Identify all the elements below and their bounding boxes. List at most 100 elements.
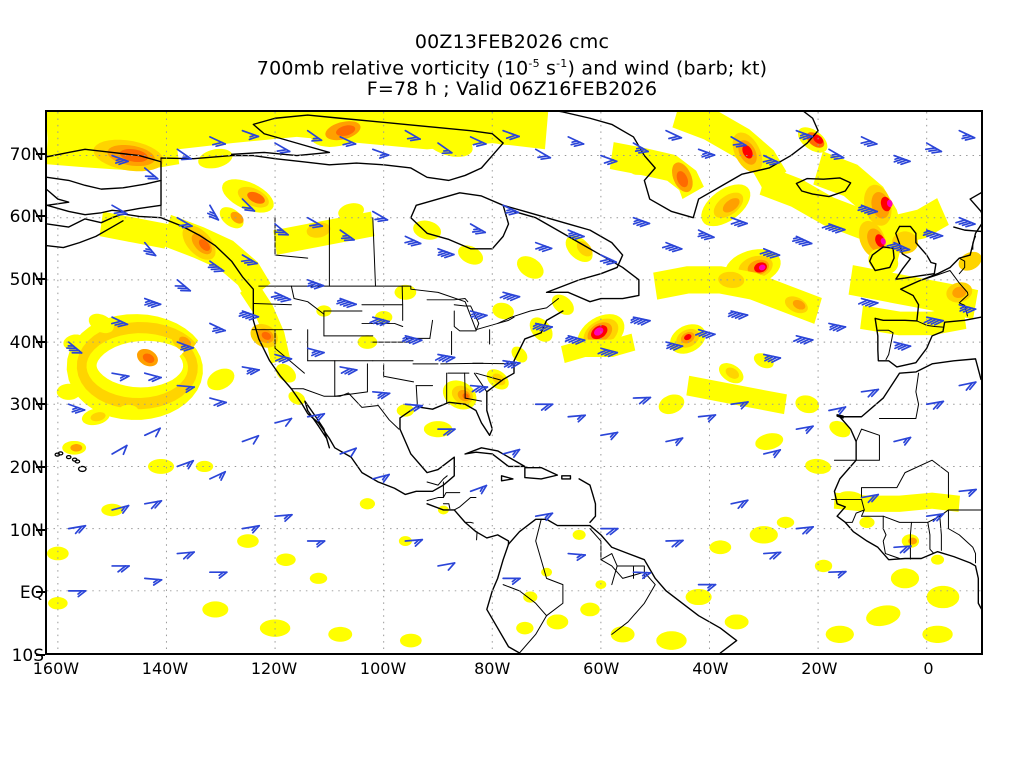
wind-barb bbox=[241, 129, 260, 141]
vorticity-blob-yukon2 bbox=[230, 211, 244, 224]
border-ga-fl bbox=[464, 397, 482, 402]
wind-barb bbox=[924, 142, 943, 154]
wind-barb bbox=[795, 129, 814, 141]
wind-barb bbox=[67, 403, 86, 414]
wind-barb bbox=[600, 431, 619, 441]
wind-barb bbox=[65, 341, 83, 354]
wind-barb bbox=[143, 427, 161, 438]
y-tickmark-10N bbox=[36, 528, 45, 531]
wind-barb bbox=[274, 223, 289, 236]
vorticity-blob-catl5 bbox=[758, 264, 766, 271]
border-mex-b2 bbox=[426, 481, 444, 502]
vorticity-blob-pac-eq bbox=[47, 546, 69, 561]
vorticity-blob-chukchi bbox=[47, 112, 80, 130]
coastline-europe bbox=[874, 223, 981, 322]
wind-barb bbox=[437, 247, 455, 259]
coastline-samerica-w bbox=[486, 543, 521, 653]
vorticity-blob-peru bbox=[516, 621, 534, 635]
wind-barb bbox=[860, 388, 880, 398]
wind-barb bbox=[371, 473, 390, 483]
wind-barb bbox=[174, 279, 192, 292]
border-wa-or bbox=[252, 302, 292, 306]
coastline-canada-n bbox=[160, 114, 504, 182]
wind-barb bbox=[762, 154, 781, 166]
wind-barb bbox=[697, 414, 717, 423]
coastline-hawaii-5 bbox=[77, 465, 87, 473]
wind-barb bbox=[111, 504, 130, 514]
vorticity-blob-epac6 bbox=[328, 626, 353, 642]
coastline-ireland bbox=[868, 246, 895, 272]
border-ia-il bbox=[429, 319, 434, 339]
wind-barb bbox=[597, 347, 619, 358]
vorticity-blob-itcz6 bbox=[724, 614, 749, 630]
wind-barb bbox=[860, 136, 878, 147]
border-africa-3 bbox=[831, 498, 865, 517]
vorticity-blob-ghana2 bbox=[908, 537, 917, 545]
wind-barb bbox=[207, 260, 225, 273]
wind-barb bbox=[730, 499, 749, 510]
coastline-canada-e bbox=[502, 204, 640, 303]
wind-barb bbox=[860, 493, 880, 504]
wind-barb bbox=[502, 448, 521, 458]
wind-barb bbox=[828, 322, 847, 332]
wind-barb bbox=[567, 414, 587, 423]
vorticity-blob-nunavut3 bbox=[336, 125, 356, 137]
wind-barb bbox=[893, 341, 912, 351]
wind-barb bbox=[893, 545, 912, 554]
border-europe-b5 bbox=[972, 235, 977, 250]
chart-title-block: 00Z13FEB2026 cmc 700mb relative vorticit… bbox=[0, 32, 1024, 100]
wind-barb bbox=[534, 512, 554, 522]
map-plot-area[interactable] bbox=[45, 110, 983, 655]
border-venez-colo bbox=[535, 518, 564, 617]
wind-barb bbox=[759, 247, 781, 259]
x-tick-20W: 20W bbox=[801, 659, 838, 678]
coastline-iceland bbox=[795, 177, 852, 198]
y-tickmark-50N bbox=[36, 278, 45, 281]
vorticity-blob-amazon bbox=[610, 626, 635, 643]
vorticity-blob-epac4 bbox=[202, 601, 229, 618]
border-ok-tx bbox=[383, 363, 415, 383]
wind-barb bbox=[665, 437, 684, 447]
vorticity-blob-itcz2 bbox=[749, 526, 778, 544]
wind-barb bbox=[792, 335, 814, 345]
coastline-britain bbox=[895, 225, 937, 280]
y-tick-70N: 70N bbox=[9, 144, 44, 165]
wind-barb bbox=[534, 241, 553, 253]
border-tx-la bbox=[415, 385, 418, 407]
wind-barb bbox=[176, 459, 195, 470]
wind-barb bbox=[339, 229, 355, 242]
vorticity-blob-maritimes bbox=[551, 294, 574, 315]
y-tick-30N: 30N bbox=[9, 395, 44, 416]
vorticity-core-goa3 bbox=[198, 239, 211, 251]
wind-barb bbox=[697, 583, 717, 592]
wind-barb bbox=[143, 167, 159, 180]
wind-barb bbox=[502, 204, 520, 216]
border-suriname bbox=[616, 565, 634, 579]
vorticity-blob-pac-sw bbox=[56, 383, 81, 400]
wind-barb bbox=[209, 397, 228, 407]
vorticity-blob-manitoba bbox=[394, 284, 417, 300]
wind-barb bbox=[697, 229, 715, 241]
wind-barb bbox=[241, 198, 256, 212]
wind-barb bbox=[241, 524, 261, 534]
coastline-madeira-canary bbox=[836, 414, 844, 419]
wind-barb bbox=[339, 136, 357, 147]
coastline-puertorico bbox=[561, 475, 572, 480]
wind-barb bbox=[306, 412, 326, 422]
wind-barb bbox=[502, 577, 521, 586]
vorticity-blob-eq-atl1 bbox=[890, 568, 920, 589]
border-us-canada bbox=[258, 285, 560, 331]
wind-barb bbox=[955, 216, 976, 228]
border-europe-b4 bbox=[958, 257, 966, 275]
coastline-hispaniola bbox=[524, 466, 559, 480]
border-africa-7 bbox=[927, 521, 934, 554]
vorticity-band-norwegian bbox=[759, 166, 949, 246]
border-europe-b3 bbox=[918, 270, 969, 317]
title-field-pre: 700mb relative vorticity (10 bbox=[256, 57, 529, 80]
vorticity-blob-amazon2 bbox=[580, 602, 600, 617]
vorticity-blob-colorado bbox=[357, 335, 378, 349]
coastline-nafrica bbox=[833, 416, 981, 610]
wind-barb bbox=[791, 235, 813, 247]
x-tick-160W: 160W bbox=[32, 659, 80, 678]
vorticity-blob-hawaii-ne bbox=[118, 404, 139, 417]
